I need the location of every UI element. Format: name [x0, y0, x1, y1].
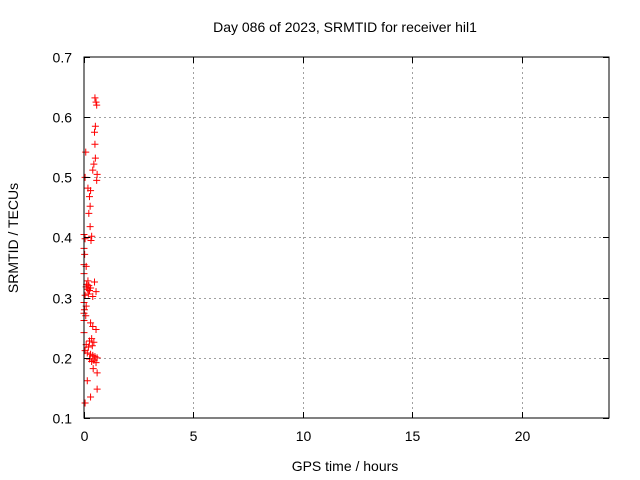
- x-tick-label: 15: [405, 428, 421, 444]
- data-point: [92, 98, 100, 106]
- axis-ticks: 0 5 10 15 20 0.1 0.2 0.3 0.4 0.5 0.6 0.7: [53, 50, 609, 444]
- data-point: [82, 312, 90, 320]
- data-point: [86, 223, 94, 231]
- data-point: [82, 148, 90, 156]
- data-point: [92, 326, 100, 334]
- y-tick-label: 0.5: [53, 170, 73, 186]
- data-point: [91, 154, 99, 162]
- data-point: [88, 342, 96, 350]
- data-point: [83, 349, 91, 357]
- data-point: [84, 290, 92, 298]
- data-point: [81, 235, 89, 243]
- data-point: [90, 160, 98, 168]
- x-tick-label: 5: [190, 428, 198, 444]
- data-point: [85, 337, 93, 345]
- x-tick-label: 10: [296, 428, 312, 444]
- y-tick-label: 0.1: [53, 411, 73, 427]
- data-point: [89, 365, 97, 373]
- data-point: [84, 343, 92, 351]
- data-point: [91, 140, 99, 148]
- data-point: [84, 277, 92, 285]
- data-point: [85, 209, 93, 217]
- y-tick-label: 0.6: [53, 110, 73, 126]
- y-tick-label: 0.3: [53, 291, 73, 307]
- data-point: [89, 166, 97, 174]
- data-point: [91, 94, 99, 102]
- data-point: [89, 323, 97, 331]
- x-tick-label: 20: [515, 428, 531, 444]
- y-tick-label: 0.4: [53, 230, 73, 246]
- data-point: [91, 128, 98, 136]
- data-point: [87, 319, 95, 327]
- data-points: [80, 94, 101, 407]
- data-point: [91, 278, 98, 286]
- grid: [84, 57, 609, 418]
- data-point: [91, 122, 99, 130]
- x-axis-label: GPS time / hours: [292, 458, 399, 474]
- data-point: [85, 286, 93, 294]
- data-point: [92, 359, 100, 367]
- y-tick-label: 0.7: [53, 50, 73, 66]
- data-point: [93, 176, 101, 184]
- data-point: [92, 288, 100, 296]
- data-point: [81, 250, 89, 258]
- data-point: [81, 399, 89, 407]
- data-point: [87, 187, 95, 195]
- data-point: [93, 369, 101, 377]
- data-point: [93, 101, 101, 109]
- data-point: [88, 232, 96, 240]
- data-point: [93, 170, 101, 178]
- data-point: [81, 291, 89, 299]
- data-point: [87, 237, 95, 245]
- data-point: [88, 357, 96, 365]
- data-point: [87, 393, 95, 401]
- data-point: [90, 338, 98, 346]
- chart-title: Day 086 of 2023, SRMTID for receiver hil…: [213, 19, 477, 35]
- data-point: [89, 292, 97, 300]
- x-tick-label: 0: [81, 428, 89, 444]
- data-point: [86, 202, 94, 210]
- data-point: [93, 385, 101, 393]
- y-axis-label: SRMTID / TECUs: [5, 183, 21, 293]
- y-tick-label: 0.2: [53, 351, 73, 367]
- data-point: [85, 193, 93, 201]
- data-point: [83, 377, 91, 385]
